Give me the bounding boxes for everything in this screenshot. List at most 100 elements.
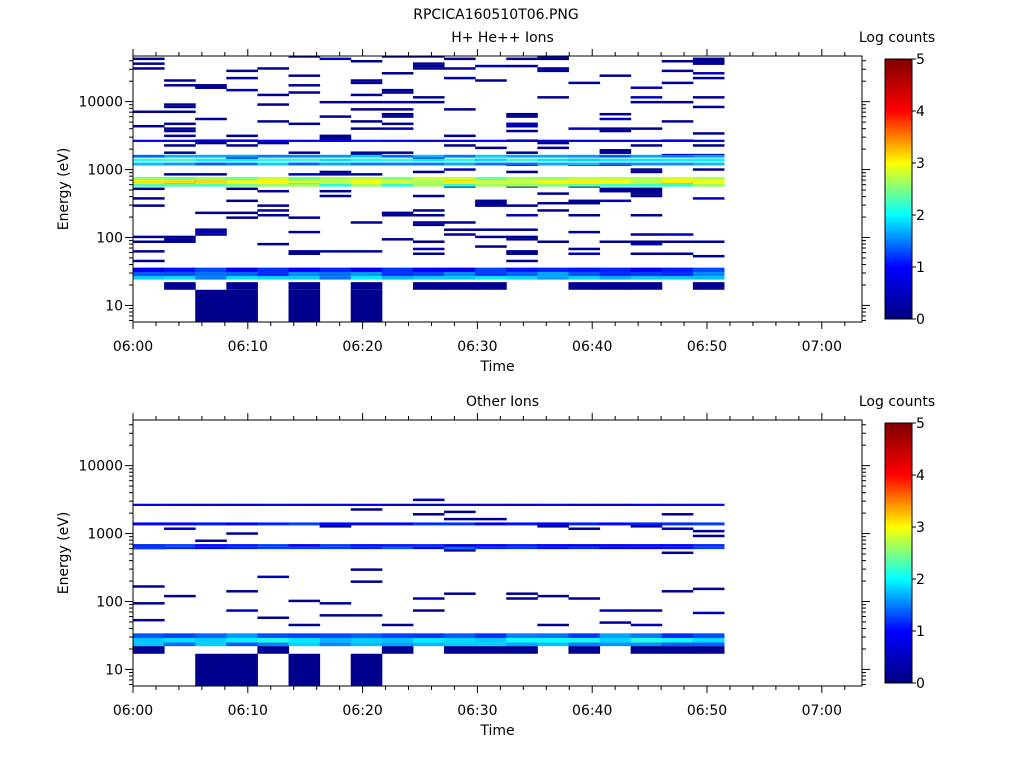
heatmap-cell bbox=[381, 276, 414, 280]
heatmap-cell bbox=[133, 633, 165, 639]
heatmap-cell bbox=[692, 144, 725, 147]
heatmap-cell bbox=[661, 69, 694, 73]
heatmap-cell bbox=[257, 276, 290, 280]
heatmap-cell bbox=[164, 544, 196, 547]
heatmap-cell bbox=[195, 539, 227, 543]
heatmap-cell bbox=[537, 544, 569, 547]
heatmap-cell bbox=[599, 522, 632, 526]
heatmap-cell bbox=[133, 158, 165, 162]
heatmap-cell bbox=[630, 503, 663, 506]
heatmap-cell bbox=[195, 141, 227, 145]
heatmap-cell bbox=[568, 282, 601, 290]
heatmap-cell bbox=[506, 503, 538, 506]
heatmap-cell bbox=[226, 503, 258, 506]
heatmap-cell bbox=[537, 525, 569, 528]
heatmap-cell bbox=[506, 592, 538, 595]
heatmap-cell bbox=[412, 503, 445, 506]
heatmap-cell bbox=[412, 252, 445, 256]
heatmap-cell bbox=[381, 100, 414, 104]
heatmap-cell bbox=[350, 267, 383, 273]
heatmap-cell bbox=[661, 233, 694, 236]
heatmap-cell bbox=[475, 272, 507, 277]
heatmap-cell bbox=[412, 642, 445, 647]
heatmap-cell bbox=[381, 115, 414, 118]
heatmap-cell bbox=[319, 276, 352, 280]
heatmap-cell bbox=[133, 618, 165, 622]
heatmap-cell bbox=[537, 522, 569, 526]
heatmap-cell bbox=[475, 633, 507, 639]
heatmap-cell bbox=[288, 56, 321, 58]
heatmap-cell bbox=[630, 192, 663, 195]
heatmap-cell bbox=[381, 238, 414, 241]
heatmap-cell bbox=[661, 638, 694, 643]
heatmap-cell bbox=[661, 551, 694, 555]
heatmap-cell bbox=[257, 267, 290, 273]
heatmap-cell bbox=[412, 546, 445, 550]
heatmap-cell bbox=[350, 180, 383, 184]
heatmap-cell bbox=[568, 214, 601, 217]
heatmap-cell bbox=[350, 139, 383, 142]
heatmap-cell bbox=[692, 587, 725, 591]
heatmap-cell bbox=[506, 112, 538, 116]
heatmap-cell bbox=[412, 139, 445, 142]
heatmap-cell bbox=[319, 602, 352, 605]
heatmap-cell bbox=[412, 276, 445, 280]
heatmap-cell bbox=[350, 250, 383, 253]
y-tick-label: 10 bbox=[105, 662, 123, 678]
heatmap-cell bbox=[692, 633, 725, 639]
heatmap-cell bbox=[661, 183, 694, 187]
heatmap-cell bbox=[195, 276, 227, 280]
heatmap-cell bbox=[506, 259, 538, 263]
heatmap-cell bbox=[164, 127, 196, 130]
heatmap-cell bbox=[506, 597, 538, 600]
heatmap-cell bbox=[506, 124, 538, 128]
heatmap-cell bbox=[195, 180, 227, 184]
heatmap-cell bbox=[537, 146, 569, 150]
heatmap-cell bbox=[381, 112, 414, 116]
heatmap-cell bbox=[288, 546, 321, 550]
heatmap-cell bbox=[133, 176, 165, 181]
heatmap-cell bbox=[164, 144, 196, 147]
heatmap-cell bbox=[506, 522, 538, 526]
heatmap-cell bbox=[226, 546, 258, 550]
heatmap-cell bbox=[381, 214, 414, 217]
heatmap-cell bbox=[568, 183, 601, 187]
heatmap-cell bbox=[381, 623, 414, 627]
heatmap-cell bbox=[319, 170, 352, 174]
heatmap-cell bbox=[288, 272, 321, 277]
heatmap-cell bbox=[506, 129, 538, 133]
heatmap-cell bbox=[475, 204, 507, 207]
heatmap-cell bbox=[195, 176, 227, 181]
heatmap-cell bbox=[381, 267, 414, 273]
heatmap-cell bbox=[506, 544, 538, 547]
heatmap-cell bbox=[506, 204, 538, 207]
heatmap-cell bbox=[537, 162, 569, 166]
heatmap-cell bbox=[568, 154, 601, 158]
heatmap-cell bbox=[226, 216, 258, 219]
heatmap-cell bbox=[226, 162, 258, 166]
heatmap-cell bbox=[319, 544, 352, 547]
heatmap-cell bbox=[133, 240, 165, 243]
heatmap-cell bbox=[319, 522, 352, 526]
heatmap-cell bbox=[319, 100, 352, 104]
heatmap-cell bbox=[692, 254, 725, 258]
heatmap-cell bbox=[475, 183, 507, 187]
heatmap-cell bbox=[350, 642, 383, 647]
heatmap-cell bbox=[630, 214, 663, 217]
heatmap-cell bbox=[537, 623, 569, 627]
heatmap-cell bbox=[506, 252, 538, 256]
heatmap-cell bbox=[692, 646, 725, 654]
heatmap-cell bbox=[537, 183, 569, 187]
heatmap-cell bbox=[226, 199, 258, 203]
heatmap-cell bbox=[630, 276, 663, 280]
heatmap-cell bbox=[692, 534, 725, 538]
heatmap-cell bbox=[506, 235, 538, 239]
heatmap-cell bbox=[288, 151, 321, 154]
heatmap-cell bbox=[630, 144, 663, 147]
heatmap-cell bbox=[257, 162, 290, 166]
heatmap-cell bbox=[133, 187, 165, 191]
heatmap-cell bbox=[288, 267, 321, 273]
heatmap-cell bbox=[195, 653, 227, 686]
heatmap-cell bbox=[350, 546, 383, 550]
